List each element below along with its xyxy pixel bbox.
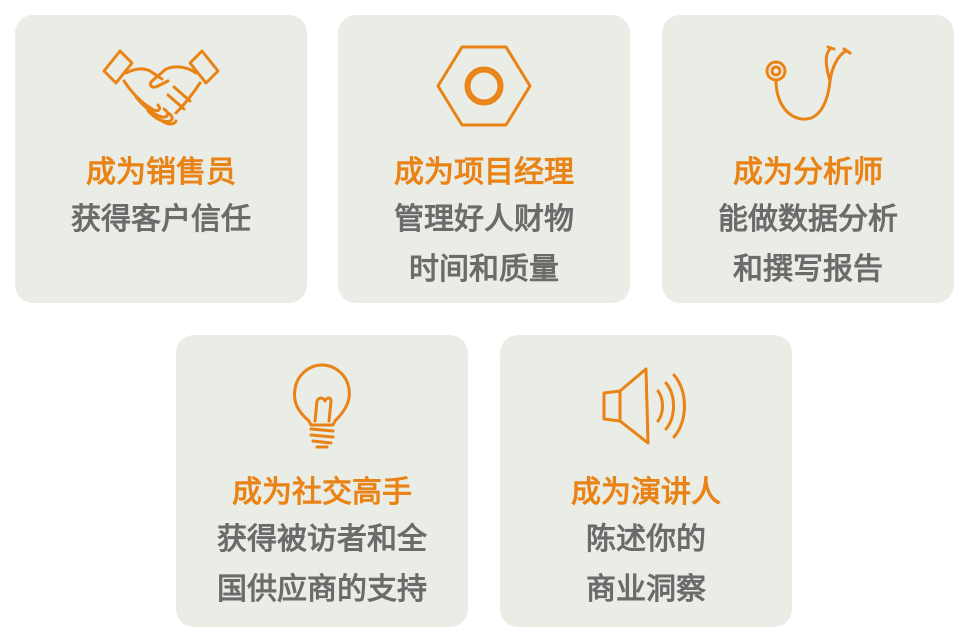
- card-description-line: 获得被访者和全: [217, 522, 427, 557]
- card-salesperson: 成为销售员 获得客户信任: [15, 15, 307, 303]
- card-speaker: 成为演讲人 陈述你的 商业洞察: [500, 335, 792, 627]
- card-title: 成为项目经理: [394, 155, 574, 190]
- card-project-manager: 成为项目经理 管理好人财物 时间和质量: [338, 15, 630, 303]
- card-analyst: 成为分析师 能做数据分析 和撰写报告: [662, 15, 954, 303]
- card-description-line: 商业洞察: [586, 572, 706, 607]
- hex-nut-icon: [434, 41, 534, 131]
- card-description-line: 能做数据分析: [718, 202, 898, 237]
- card-description-line: 国供应商的支持: [217, 572, 427, 607]
- card-title: 成为销售员: [86, 155, 236, 190]
- card-description: 陈述你的 商业洞察: [500, 515, 792, 615]
- card-description: 获得客户信任: [15, 195, 307, 245]
- card-description: 能做数据分析 和撰写报告: [662, 195, 954, 295]
- light-bulb-icon: [287, 361, 357, 451]
- card-title: 成为社交高手: [232, 475, 412, 510]
- card-description-line: 管理好人财物: [394, 202, 574, 237]
- card-description-line: 和撰写报告: [733, 252, 883, 287]
- card-title: 成为分析师: [733, 155, 883, 190]
- card-description-line: 获得客户信任: [71, 202, 251, 237]
- card-description: 获得被访者和全 国供应商的支持: [176, 515, 468, 615]
- card-description-line: 陈述你的: [586, 522, 706, 557]
- handshake-icon: [96, 41, 226, 131]
- card-title: 成为演讲人: [571, 475, 721, 510]
- stethoscope-icon: [758, 41, 858, 131]
- card-social-expert: 成为社交高手 获得被访者和全 国供应商的支持: [176, 335, 468, 627]
- card-description: 管理好人财物 时间和质量: [338, 195, 630, 295]
- card-description-line: 时间和质量: [409, 252, 559, 287]
- speaker-icon: [596, 361, 696, 451]
